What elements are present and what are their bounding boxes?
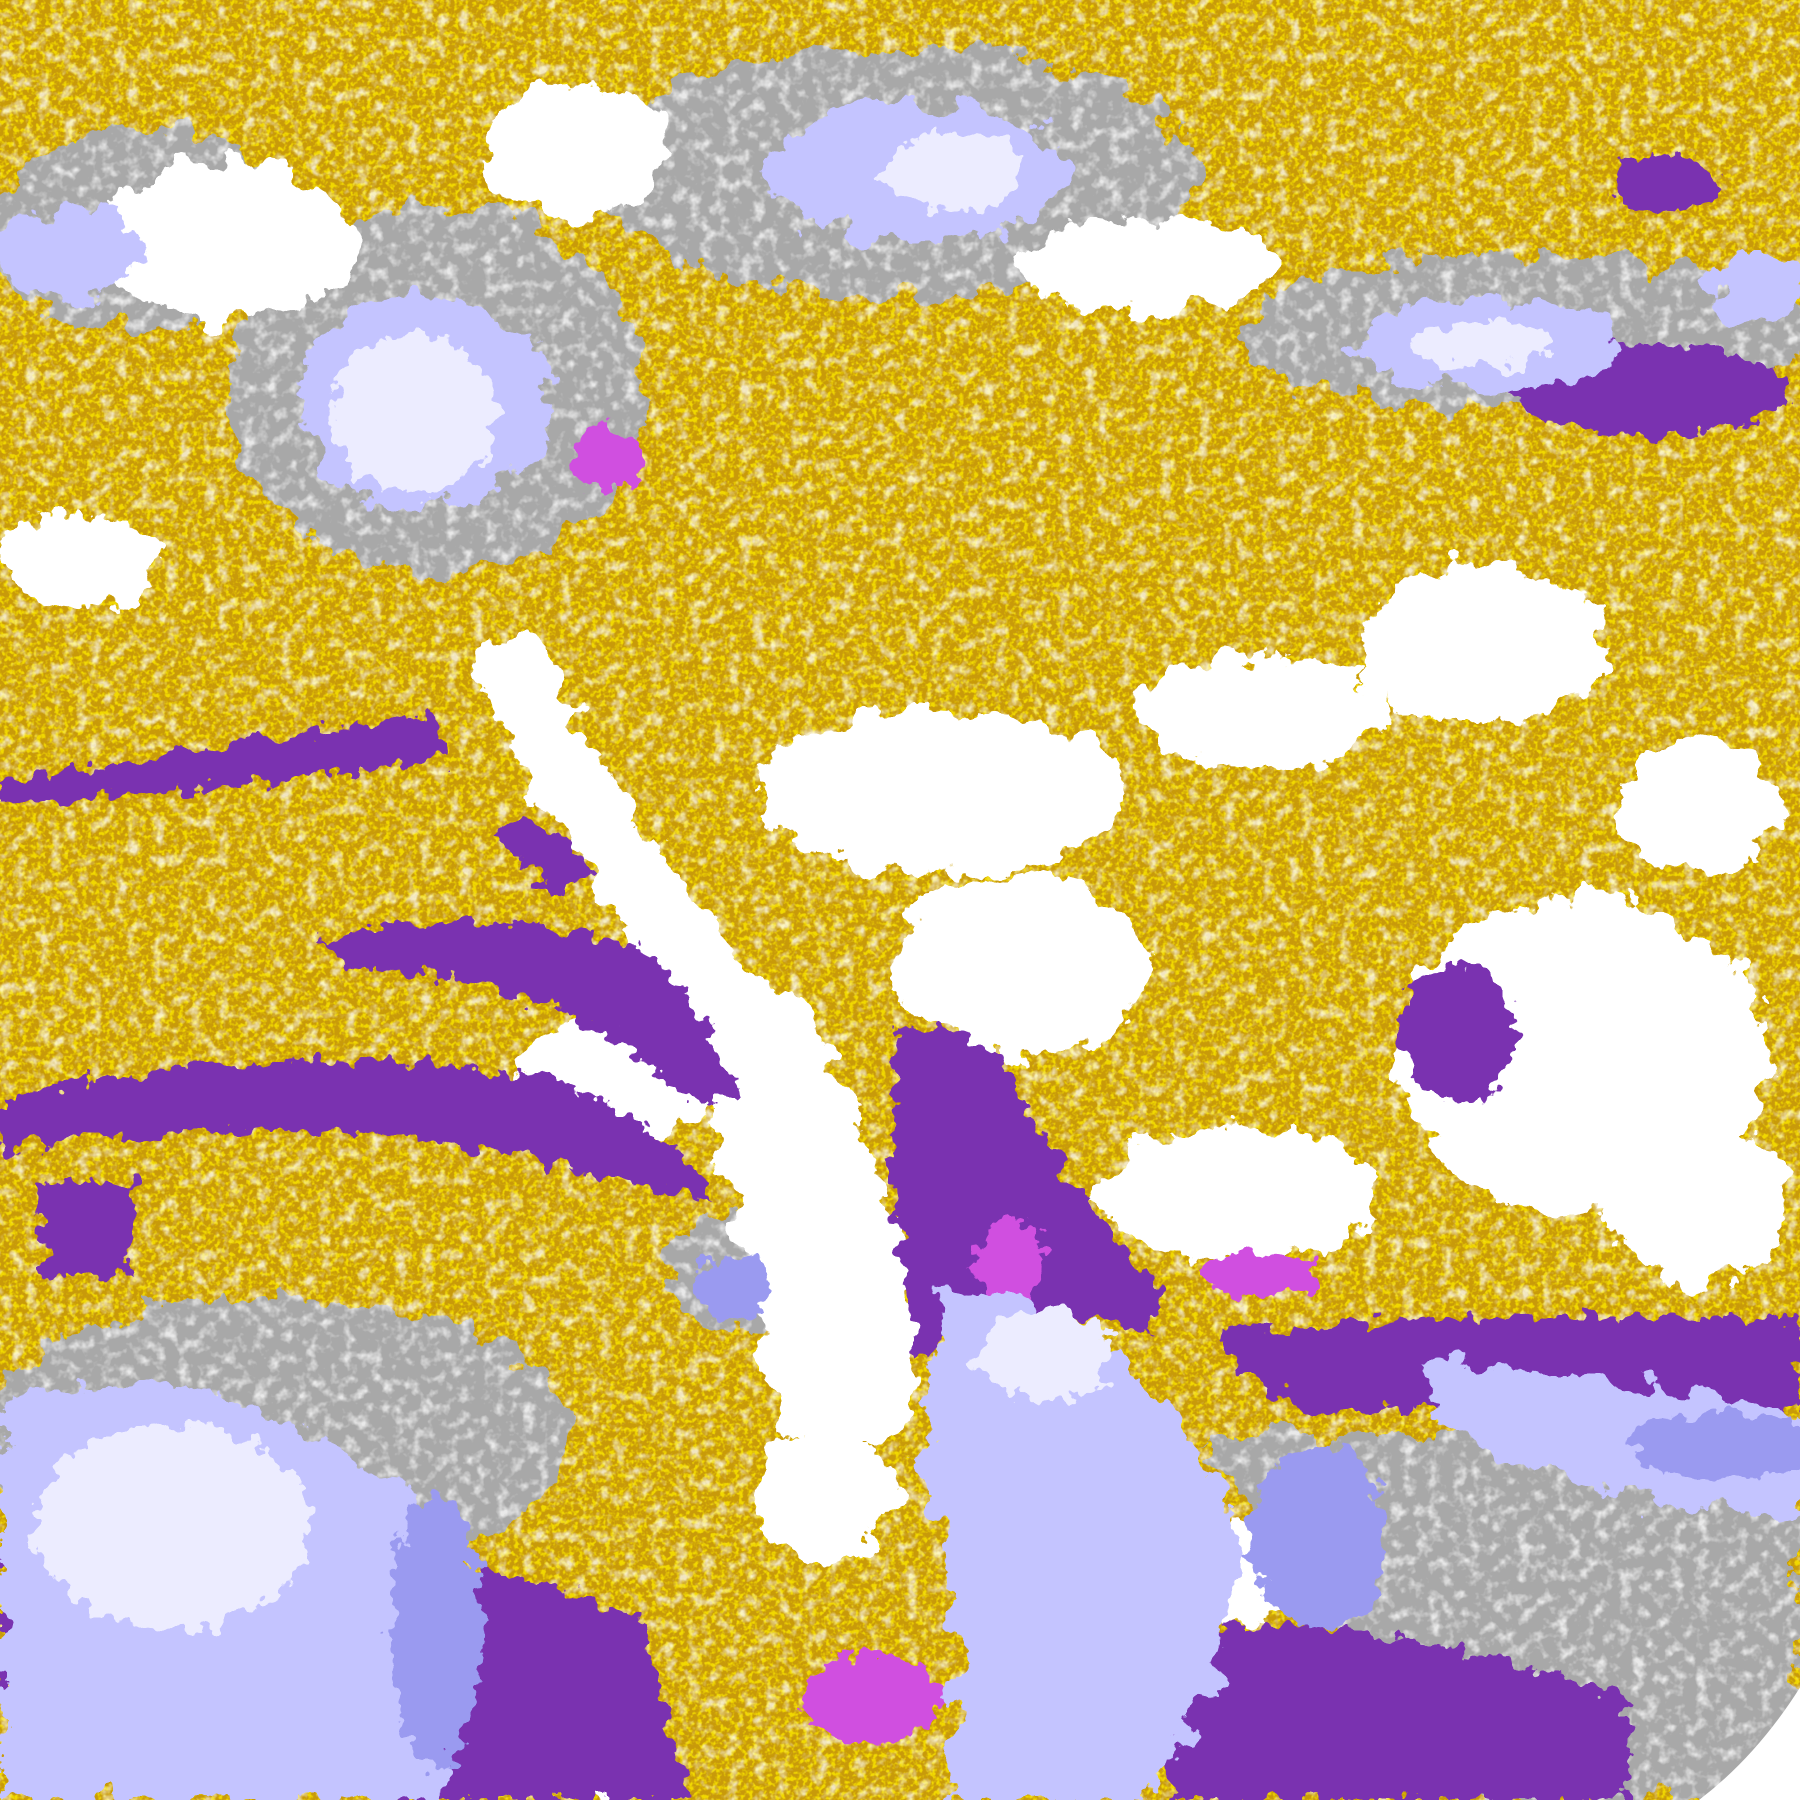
periwinkle-cloud-edges xyxy=(390,1251,1800,1768)
no-data-corner xyxy=(1698,1687,1800,1800)
pale-cloud-cores xyxy=(34,132,1550,1631)
